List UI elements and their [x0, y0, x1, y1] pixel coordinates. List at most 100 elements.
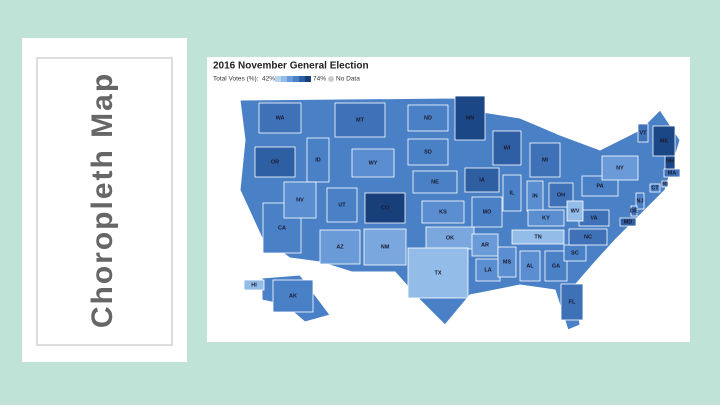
- state-label: AL: [526, 263, 534, 269]
- state-label: OR: [271, 159, 279, 165]
- legend-swatch: [293, 76, 299, 82]
- state-label: AR: [481, 242, 489, 248]
- state-region: [326, 187, 358, 223]
- state-label: CT: [651, 185, 659, 191]
- state-label: TN: [534, 234, 541, 240]
- state-label: WI: [504, 145, 511, 151]
- state-region: [471, 196, 503, 228]
- state-region: [243, 279, 265, 291]
- state-region: [334, 102, 386, 138]
- state-region: [511, 229, 565, 245]
- state-label: ME: [660, 138, 669, 144]
- state-label: SC: [571, 250, 579, 256]
- state-label: NH: [666, 158, 674, 164]
- state-label: TX: [434, 270, 441, 276]
- state-region: [272, 279, 314, 313]
- state-region: [306, 137, 330, 183]
- state-region: [363, 228, 407, 266]
- state-region: [635, 192, 645, 210]
- states: WA OR CA ID NV MT WY UT AZ NM CO ND SD NE KS OK TX MN IA MO…: [243, 95, 681, 321]
- legend-swatch: [287, 76, 293, 82]
- state-region: [283, 181, 317, 219]
- state-region: [661, 180, 669, 188]
- state-label: MN: [466, 115, 475, 121]
- state-region: [502, 174, 522, 212]
- state-label: KS: [439, 209, 447, 215]
- state-label: IA: [479, 177, 485, 183]
- title-frame: [36, 57, 173, 346]
- legend-swatch: [299, 76, 305, 82]
- state-label: DE: [630, 208, 638, 214]
- map-title: 2016 November General Election: [213, 61, 369, 72]
- state-region: [407, 104, 449, 132]
- state-region: [568, 228, 608, 246]
- state-label: GA: [552, 263, 560, 269]
- state-label: VA: [590, 215, 597, 221]
- state-label: SD: [424, 149, 432, 155]
- state-label: CO: [381, 205, 390, 211]
- legend-max: 74%: [313, 76, 326, 83]
- state-region: [258, 102, 302, 134]
- state-region: [601, 155, 639, 181]
- state-label: LA: [484, 267, 491, 273]
- state-label: WV: [571, 208, 580, 214]
- state-label: AZ: [336, 244, 344, 250]
- title-card: [22, 38, 187, 362]
- state-label: NM: [381, 244, 390, 250]
- state-label: AK: [289, 293, 297, 299]
- state-label: VT: [639, 130, 647, 136]
- state-label: MD: [624, 219, 633, 225]
- legend-min: 42%: [262, 76, 275, 83]
- state-region: [630, 205, 638, 217]
- state-label: ID: [315, 157, 321, 163]
- state-label: WA: [276, 115, 285, 121]
- state-region: [421, 200, 465, 224]
- state-region: [560, 283, 584, 321]
- state-region: [619, 217, 637, 227]
- state-label: CA: [278, 225, 286, 231]
- state-region: [519, 250, 541, 282]
- legend-label: Total Votes (%):: [213, 76, 259, 83]
- state-label: IL: [510, 190, 516, 196]
- state-label: HI: [251, 282, 257, 288]
- state-label: NV: [296, 197, 304, 203]
- slide-title: Choropleth Map: [86, 72, 119, 328]
- state-region: [471, 233, 499, 257]
- legend-swatch: [305, 76, 311, 82]
- slide-title-group: Choropleth Map: [86, 72, 119, 328]
- state-region: [254, 146, 296, 178]
- state-label: WY: [369, 160, 378, 166]
- state-label: NC: [584, 234, 592, 240]
- state-label: MT: [356, 117, 365, 123]
- state-label: MI: [542, 157, 549, 163]
- state-label: OK: [446, 235, 454, 241]
- state-label: MO: [483, 209, 493, 215]
- state-region: [364, 192, 406, 224]
- state-label: ND: [424, 115, 432, 121]
- state-region: [544, 250, 568, 282]
- state-region: [652, 125, 676, 157]
- state-region: [412, 170, 458, 194]
- state-label: UT: [338, 202, 346, 208]
- state-label: IN: [532, 193, 538, 199]
- legend-swatch: [281, 76, 287, 82]
- state-region: [637, 123, 649, 143]
- legend: Total Votes (%): 42% 74% No Data: [213, 76, 360, 83]
- state-region: [527, 209, 565, 227]
- state-label: MS: [503, 259, 512, 265]
- state-label: NE: [431, 179, 439, 185]
- state-label: NJ: [636, 198, 643, 204]
- state-region: [464, 167, 500, 193]
- legend-swatch: [275, 76, 281, 82]
- legend-no-data: No Data: [336, 76, 360, 83]
- state-region: [649, 183, 661, 193]
- state-label: OH: [557, 192, 565, 198]
- state-label: FL: [569, 299, 576, 305]
- state-region: [454, 95, 486, 141]
- state-region: [492, 130, 522, 166]
- state-label: RI: [662, 181, 668, 187]
- state-region: [581, 175, 619, 197]
- state-region: [351, 148, 395, 178]
